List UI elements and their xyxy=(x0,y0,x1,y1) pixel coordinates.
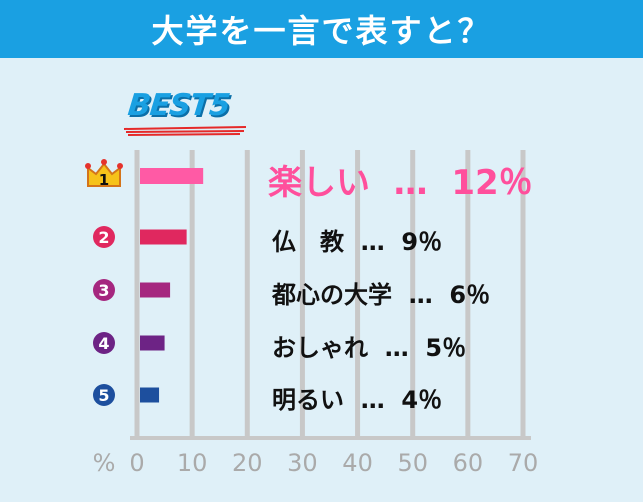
rank-badge xyxy=(93,279,115,301)
crown-jewel xyxy=(117,163,123,169)
crown-jewel xyxy=(85,163,91,169)
bar xyxy=(140,229,187,245)
crown-jewel xyxy=(101,159,107,165)
rank-number: 1 xyxy=(99,171,109,189)
crown-icon xyxy=(87,162,121,187)
rank-badge xyxy=(93,226,115,248)
bar xyxy=(140,335,165,351)
category-label: 都心の大学 … 6％ xyxy=(272,281,491,310)
x-axis-unit: % xyxy=(93,449,116,477)
x-tick-label: 0 xyxy=(129,449,144,477)
badge-underline xyxy=(123,126,247,136)
category-label: 明るい … 4％ xyxy=(272,386,443,415)
rank-badge xyxy=(93,332,115,354)
bar xyxy=(140,168,204,184)
category-label: おしゃれ … 5％ xyxy=(272,334,467,363)
rank-number: 5 xyxy=(98,386,109,405)
rank-number: 3 xyxy=(98,281,109,300)
x-tick-label: 30 xyxy=(287,449,318,477)
rank-number: 2 xyxy=(98,228,109,247)
x-tick-label: 40 xyxy=(342,449,373,477)
x-tick-label: 10 xyxy=(177,449,208,477)
bar xyxy=(140,387,160,403)
page-title: 大学を一言で表すと？ xyxy=(151,12,492,50)
rank-number: 4 xyxy=(98,334,109,353)
bar xyxy=(140,282,171,298)
x-tick-label: 20 xyxy=(232,449,263,477)
x-tick-label: 50 xyxy=(397,449,428,477)
rank-badge xyxy=(93,384,115,406)
header-banner: 大学を一言で表すと？ xyxy=(0,0,643,58)
x-tick-label: 70 xyxy=(508,449,539,477)
x-tick-label: 60 xyxy=(453,449,484,477)
category-label: 仏 教 … 9％ xyxy=(272,228,443,257)
category-label: 楽しい … 12％ xyxy=(268,162,533,203)
